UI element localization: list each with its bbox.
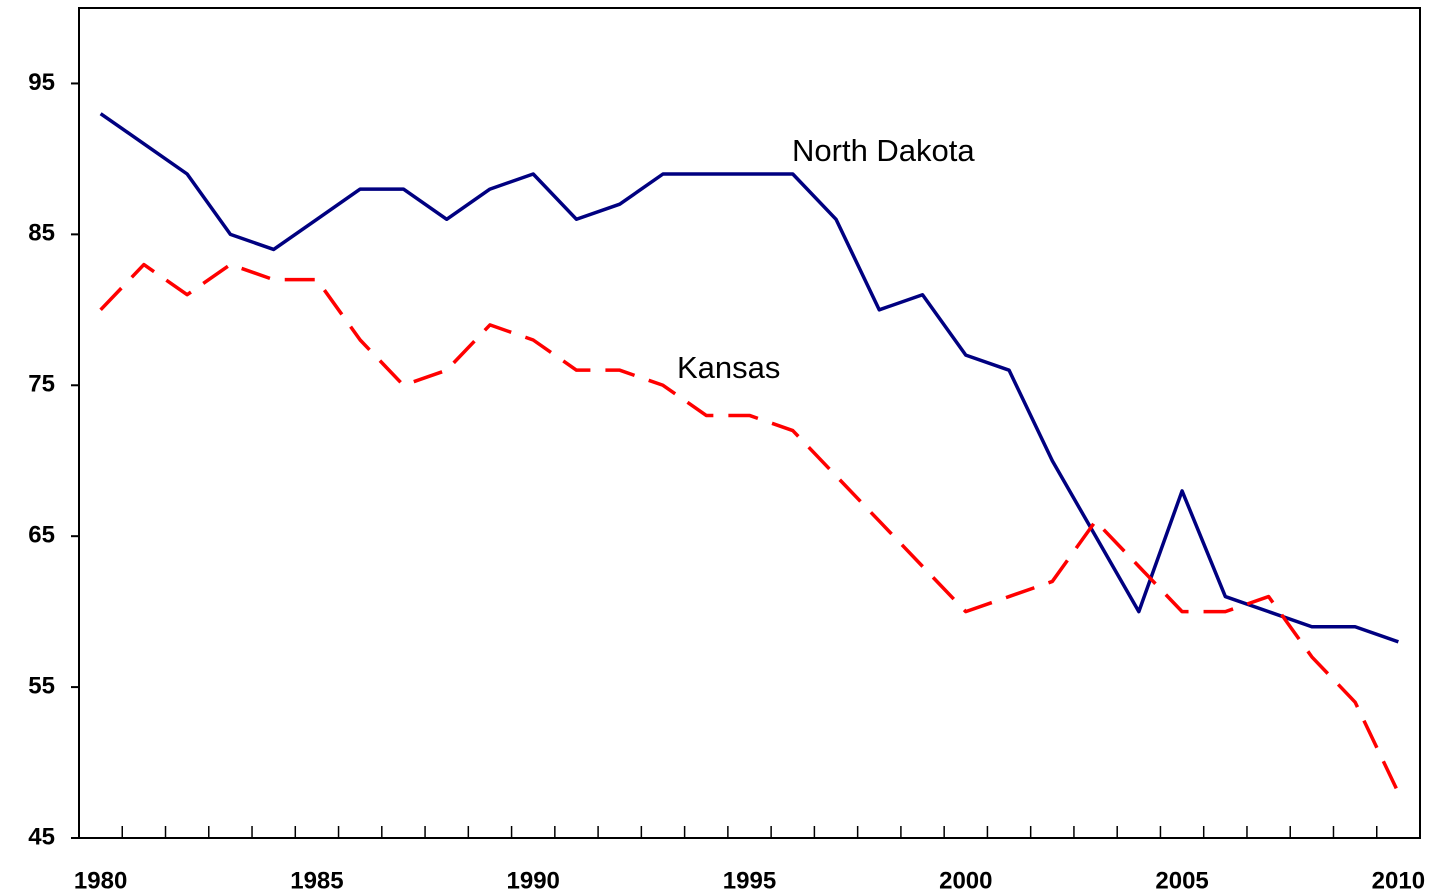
x-tick-label: 2000 [939, 867, 992, 894]
series-label: Kansas [677, 350, 780, 385]
y-tick-label: 95 [28, 69, 55, 96]
x-tick-label: 2010 [1372, 867, 1425, 894]
x-tick-label: 1985 [290, 867, 343, 894]
series-line [99, 262, 1400, 794]
y-tick-label: 45 [28, 823, 55, 850]
y-tick-label: 65 [28, 522, 55, 549]
x-tick-label: 1980 [74, 867, 127, 894]
series-line [99, 112, 1399, 644]
y-tick-label: 55 [28, 672, 55, 699]
plot-frame [78, 7, 1421, 839]
y-tick-label: 75 [28, 371, 55, 398]
x-tick-label: 1990 [507, 867, 560, 894]
x-tick-label: 1995 [723, 867, 776, 894]
y-tick-label: 85 [28, 220, 55, 247]
series-label: North Dakota [792, 133, 975, 168]
x-tick-label: 2005 [1155, 867, 1208, 894]
